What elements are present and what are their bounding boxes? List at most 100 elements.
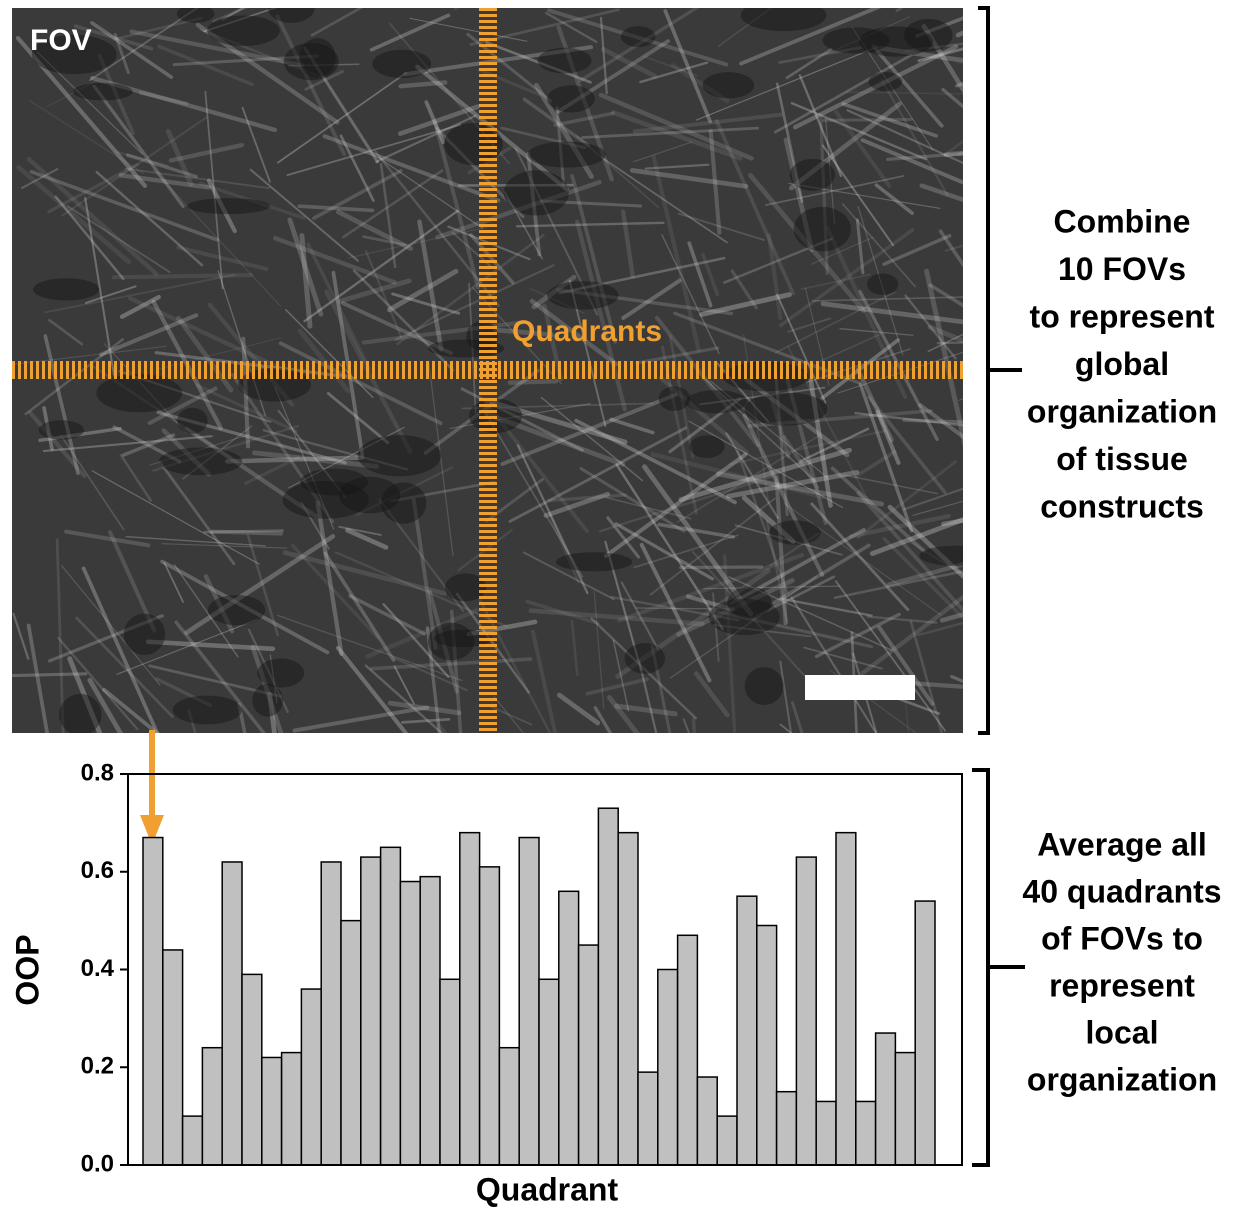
bar [480,867,500,1165]
image-label: FOV [30,24,92,57]
cell-shadow [173,696,242,725]
bar [400,882,420,1165]
bar [915,901,935,1165]
bar [678,935,698,1165]
cell-shadow [282,481,368,519]
note-line: of FOVs to [1041,920,1203,956]
filament [938,338,1114,343]
y-tick-label: 0.4 [81,955,115,982]
bar [836,833,856,1165]
cell-shadow [723,361,809,391]
filament [684,719,738,858]
bar [202,1048,222,1165]
overlay-label: Quadrants [512,315,662,348]
cell-shadow [745,667,784,705]
cell-shadow [527,142,605,168]
cell-shadow [686,390,748,413]
cell-shadow [208,595,265,625]
bar [598,808,618,1165]
bar [341,921,361,1165]
y-tick-label: 0.6 [81,857,114,884]
scale-bar [805,675,915,700]
cell-shadow [689,435,725,458]
cell-shadow [59,694,101,736]
cell-shadow [621,26,656,47]
bracket [978,8,1022,733]
cell-shadow [252,684,283,717]
bar [222,862,242,1165]
filament [957,63,1045,85]
note-line: 10 FOVs [1058,251,1186,287]
cell-shadow [159,448,242,476]
cell-shadow [769,520,821,544]
filament [213,532,281,534]
bar [757,926,777,1165]
bar [163,950,183,1165]
bar [460,833,480,1165]
cell-shadow [207,16,280,46]
bar [262,1057,282,1165]
bar [440,979,460,1165]
note-line: to represent [1030,298,1215,334]
bar [618,833,638,1165]
x-axis-label: Quadrant [476,1171,619,1207]
filament [952,677,1111,744]
bar [717,1116,737,1165]
cell-shadow [547,281,618,309]
filament [824,119,911,120]
cell-shadow [859,26,933,56]
cell-shadow [381,482,426,523]
cell-shadow [741,0,827,31]
filament [439,725,500,800]
bar [777,1092,797,1165]
bar [321,862,341,1165]
cell-shadow [177,408,208,434]
note-line: represent [1049,967,1195,1003]
filament [114,275,251,277]
bar [579,945,599,1165]
filament [780,724,885,809]
bar [242,974,262,1165]
y-tick-label: 0.2 [81,1053,114,1080]
bar [539,979,559,1165]
bar [499,1048,519,1165]
cell-shadow [727,587,771,619]
cell-shadow [372,50,431,78]
note-line: global [1075,346,1169,382]
bar [282,1053,302,1165]
cell-shadow [358,435,441,476]
filament [455,0,505,9]
cell-shadow [867,273,898,294]
cell-shadow [33,278,99,300]
note-line: Combine [1054,203,1191,239]
cell-shadow [177,5,215,23]
y-tick-label: 0.0 [81,1150,114,1177]
bar [658,970,678,1166]
bar [381,847,401,1165]
bar [895,1053,915,1165]
bar [796,857,816,1165]
filament [942,568,1129,620]
y-tick-label: 0.8 [81,759,114,786]
y-axis-label: OOP [9,934,45,1005]
note-line: of tissue [1056,441,1188,477]
cell-shadow [703,72,755,98]
bar [301,989,321,1165]
cell-shadow [556,552,632,571]
bar [559,891,579,1165]
filament [958,0,1039,35]
bar [816,1101,836,1165]
filament [960,104,1069,154]
note-line: organization [1027,1061,1217,1097]
cell-shadow [73,83,133,101]
cell-shadow [504,170,569,215]
cell-shadow [659,386,691,411]
note-line: Average all [1037,826,1207,862]
bar [856,1101,876,1165]
note-line: constructs [1040,488,1204,524]
cell-shadow [790,159,835,191]
bar [420,877,440,1165]
filament [510,381,556,382]
cell-shadow [538,48,592,74]
cell-shadow [187,198,270,214]
